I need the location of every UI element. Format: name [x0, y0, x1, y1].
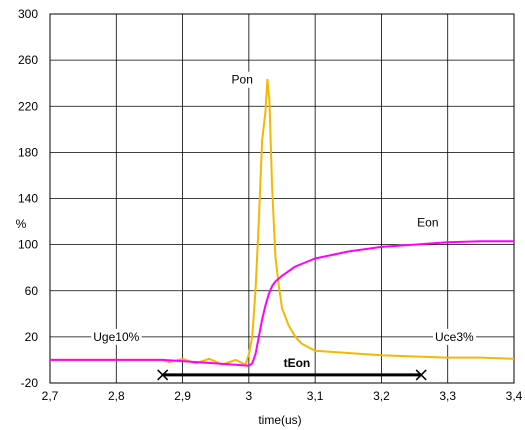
series-line-eon: [50, 240, 514, 367]
annotation-background: [415, 214, 441, 231]
annotations: Pon Eon Uge10% Uce3%: [91, 71, 477, 345]
interval-end-cross: [157, 369, 169, 381]
uce3-label: Uce3%: [435, 330, 474, 344]
x-tick-label: 3: [246, 389, 253, 403]
x-tick-label: 3,4: [506, 389, 523, 403]
annotation-background: [91, 328, 142, 345]
y-tick-label: 260: [18, 53, 38, 67]
interval-end-cross: [415, 369, 427, 381]
y-tick-label: -20: [21, 376, 39, 390]
y-axis-label: %: [16, 217, 27, 231]
annotation-background: [229, 71, 255, 88]
x-tick-label: 2,9: [174, 389, 191, 403]
y-tick-label: 300: [18, 7, 38, 21]
y-tick-label: 20: [25, 330, 39, 344]
x-tick-label: 3,1: [307, 389, 324, 403]
y-tick-label: 60: [25, 284, 39, 298]
series-line-pon: [50, 78, 515, 366]
series-lines: [50, 78, 515, 367]
plot-area-frame: [49, 13, 515, 384]
uge10-label: Uge10%: [93, 330, 139, 344]
eon-label: Eon: [417, 216, 438, 230]
interval-marker: tEon: [157, 356, 427, 381]
y-tick-label: 140: [18, 192, 38, 206]
teon-label: tEon: [284, 356, 311, 370]
x-axis-label: time(us): [258, 413, 301, 427]
y-tick-label: 180: [18, 145, 38, 159]
y-tick-label: 220: [18, 99, 38, 113]
x-tick-label: 3,3: [439, 389, 456, 403]
axis-ticks: 2,7 2,8 2,9 3 3,1 3,2 3,3 3,4 -20 20 60 100 140 180 22…: [18, 7, 523, 403]
pon-label: Pon: [232, 73, 253, 87]
annotation-background: [432, 328, 477, 345]
x-tick-label: 2,7: [42, 389, 59, 403]
y-tick-label: 100: [18, 238, 38, 252]
x-tick-label: 3,2: [373, 389, 390, 403]
x-tick-label: 2,8: [108, 389, 125, 403]
